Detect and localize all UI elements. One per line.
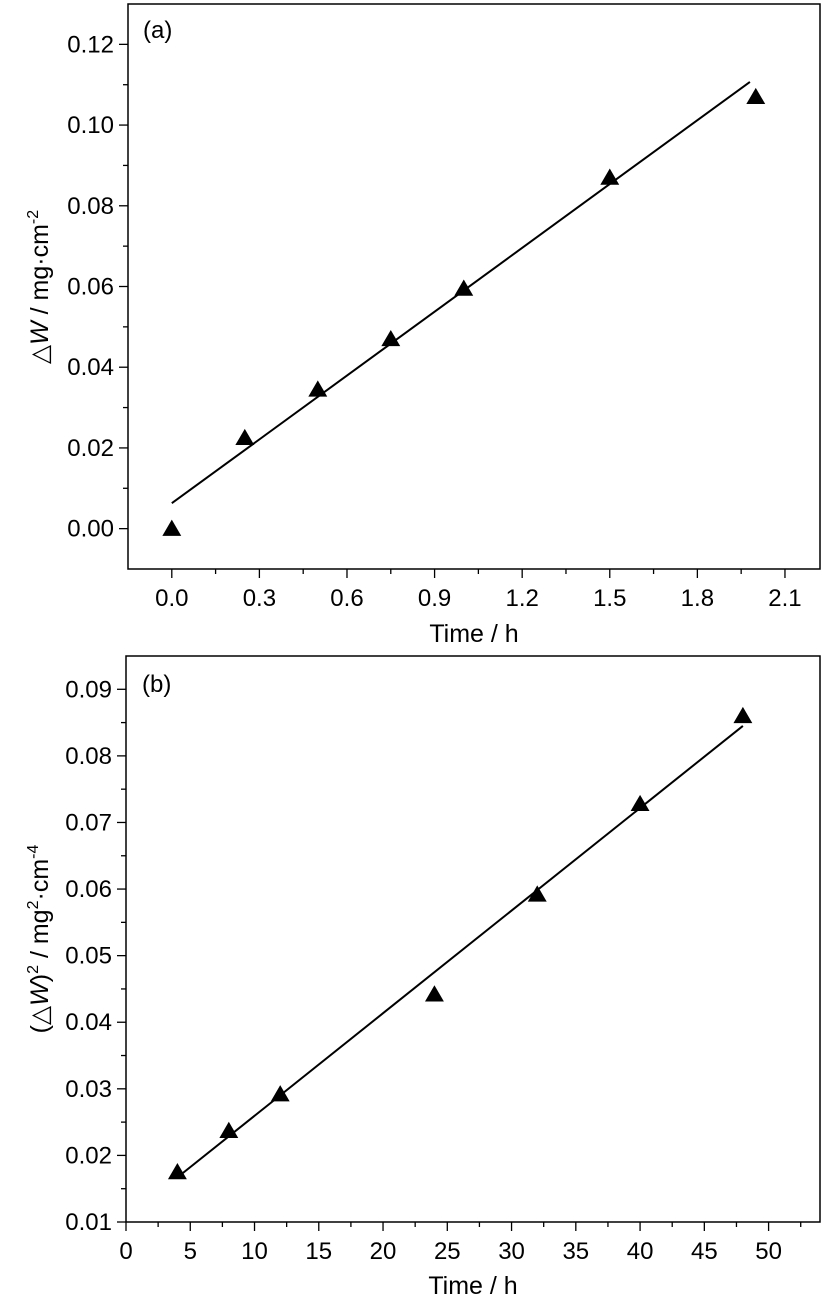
chart-a-panel-label: (a) [143,17,172,44]
chart-b: 0 5 10 15 20 25 30 35 40 45 50 0.01 0.02 0.03 0.04 0.05… [25,655,821,1300]
chart-a-y-tick-label: 0.08 [67,193,114,220]
chart-b-y-tick-label: 0.09 [65,676,112,703]
chart-a-x-tick-label: 1.8 [681,585,714,612]
chart-b-x-tick-label: 40 [627,1238,654,1265]
chart-a-x-tick-label: 0.9 [418,585,451,612]
chart-b-y-tick-label: 0.05 [65,943,112,970]
chart-a-x-tick-label: 1.5 [593,585,626,612]
chart-a-x-tick-label: 0.0 [155,585,188,612]
chart-a-y-tick-label: 0.02 [67,435,114,462]
y-title-variable: W [26,319,54,345]
chart-b-x-tick-label: 30 [498,1238,525,1265]
y-title-text: / mg·cm [26,224,54,321]
chart-a-y-axis-title: △W / mg·cm-2 [25,210,54,364]
chart-b-data-point [630,794,650,812]
chart-a-data-point [308,380,328,397]
chart-b-data-point [424,985,444,1002]
chart-b-y-tick-label: 0.03 [65,1076,112,1103]
chart-a-data-point [162,519,182,536]
chart-a-x-tick-label: 1.2 [505,585,538,612]
chart-b-data-point [219,1121,239,1138]
chart-b-y-tick-label: 0.08 [65,743,112,770]
chart-a-y-tick-label: 0.04 [67,354,114,381]
y-title-text: ·cm [26,859,54,901]
chart-b-data-point [167,1163,187,1180]
chart-b-plot-frame [125,655,821,1223]
y-title-prefix: (△ [26,1005,54,1033]
chart-b-x-tick-label: 35 [562,1238,589,1265]
chart-a-data-point [746,87,766,105]
chart-b-x-tick-label: 50 [755,1238,782,1265]
chart-a-x-axis-title: Time / h [429,620,518,648]
chart-a-x-tick-label: 2.1 [768,585,801,612]
chart-a: 0.0 0.3 0.6 0.9 1.2 1.5 1.8 2.1 0.00 0.02 0.04 0.06… [25,3,821,648]
y-title-superscript: -4 [25,845,42,859]
chart-b-x-tick-label: 15 [305,1238,332,1265]
chart-b-y-tick-label: 0.01 [65,1209,112,1236]
chart-a-y-tick-label: 0.12 [67,31,114,58]
chart-a-y-tick-label: 0.06 [67,274,114,301]
chart-b-y-axis-title: (△W)2 / mg2·cm-4 [25,845,54,1034]
chart-a-data-point [454,279,474,296]
chart-a-data-point [381,329,401,347]
chart-a-data-point [235,428,255,446]
chart-b-data-point [527,885,547,902]
y-title-text: ) [26,974,54,982]
chart-a-data-point [600,168,620,185]
chart-b-x-axis-title: Time / h [428,1272,517,1300]
y-title-variable: W [26,980,54,1006]
chart-b-y-tick-label: 0.04 [65,1009,112,1036]
y-title-text: / mg [26,909,54,965]
chart-b-y-tick-label: 0.07 [65,809,112,836]
y-title-superscript: 2 [25,900,42,909]
chart-b-fit-line [176,725,744,1179]
chart-a-y-tick-label: 0.00 [67,516,114,543]
chart-b-data-point [270,1085,290,1102]
chart-b-panel-label: (b) [142,671,171,698]
chart-b-y-tick-label: 0.02 [65,1142,112,1169]
chart-b-y-tick-label: 0.06 [65,876,112,903]
y-title-superscript: 2 [25,965,42,974]
chart-b-x-tick-label: 10 [241,1238,268,1265]
y-title-superscript: -2 [25,210,42,224]
chart-a-plot-frame [127,3,821,570]
chart-a-y-tick-label: 0.10 [67,112,114,139]
chart-b-x-tick-label: 45 [691,1238,718,1265]
chart-a-x-tick-label: 0.6 [330,585,363,612]
chart-b-x-tick-label: 5 [184,1238,197,1265]
chart-b-data-point [733,706,753,724]
chart-b-x-tick-label: 20 [370,1238,397,1265]
chart-a-x-tick-label: 0.3 [243,585,276,612]
y-title-prefix: △ [26,344,54,364]
chart-b-x-tick-label: 25 [434,1238,461,1265]
chart-b-x-tick-label: 0 [119,1238,132,1265]
